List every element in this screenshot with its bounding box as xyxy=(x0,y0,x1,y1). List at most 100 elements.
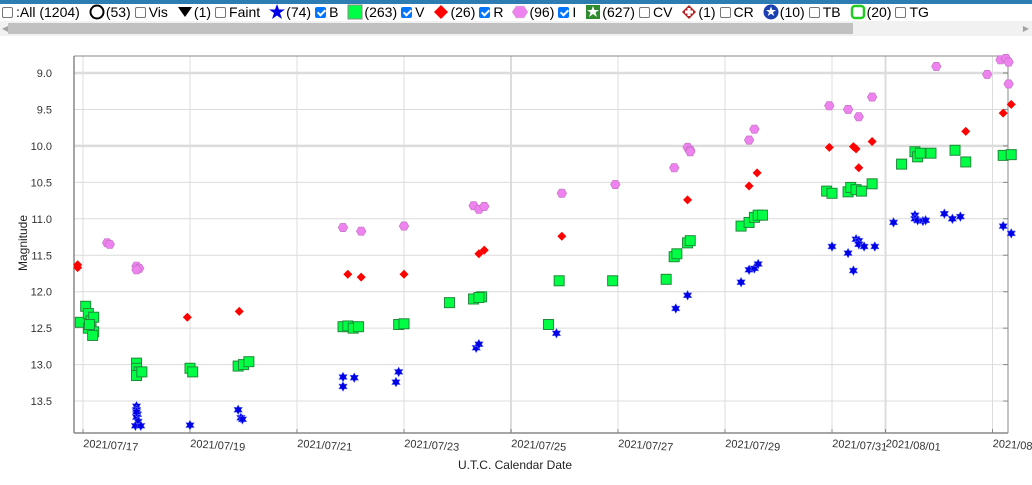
checkbox-faint[interactable] xyxy=(215,6,227,18)
data-point-v[interactable] xyxy=(473,292,485,304)
data-point-b[interactable] xyxy=(920,214,931,226)
data-point-b[interactable] xyxy=(185,419,195,431)
scroll-thumb[interactable] xyxy=(8,23,853,34)
data-point-v[interactable] xyxy=(1005,149,1017,161)
checkbox-cr[interactable] xyxy=(719,6,731,18)
checkbox-tb[interactable] xyxy=(808,6,820,18)
data-point-v[interactable] xyxy=(914,147,926,159)
data-point-v[interactable] xyxy=(960,156,972,168)
data-point-r[interactable] xyxy=(557,231,567,241)
data-point-v[interactable] xyxy=(826,187,838,199)
scroll-right-arrow-icon[interactable]: ▶ xyxy=(1022,24,1029,33)
data-point-v[interactable] xyxy=(949,144,961,156)
data-point-i[interactable] xyxy=(982,70,993,79)
data-point-i[interactable] xyxy=(685,147,696,157)
data-point-r[interactable] xyxy=(356,272,366,282)
checkbox-cv[interactable] xyxy=(638,6,650,18)
data-point-i[interactable] xyxy=(743,135,755,145)
data-point-v[interactable] xyxy=(855,185,867,197)
data-point-b[interactable] xyxy=(338,371,348,383)
checkbox-v[interactable] xyxy=(401,6,413,18)
data-point-b[interactable] xyxy=(474,338,484,350)
data-point-b[interactable] xyxy=(736,276,746,288)
data-point-i[interactable] xyxy=(824,101,835,111)
data-point-b[interactable] xyxy=(843,247,853,259)
data-point-i[interactable] xyxy=(356,226,367,236)
data-point-v[interactable] xyxy=(87,329,99,341)
data-point-v[interactable] xyxy=(136,366,148,378)
data-point-r[interactable] xyxy=(479,245,489,255)
data-point-b[interactable] xyxy=(998,220,1008,232)
data-point-b[interactable] xyxy=(827,240,837,253)
data-point-v[interactable] xyxy=(607,275,619,287)
data-point-b[interactable] xyxy=(753,258,763,270)
data-point-v[interactable] xyxy=(398,318,410,330)
data-point-i[interactable] xyxy=(104,239,115,249)
scroll-left-arrow-icon[interactable]: ◀ xyxy=(2,24,9,33)
data-point-i[interactable] xyxy=(479,202,490,211)
data-point-r[interactable] xyxy=(343,269,353,279)
data-point-r[interactable] xyxy=(961,126,971,136)
data-point-b[interactable] xyxy=(338,380,348,393)
data-point-i[interactable] xyxy=(398,221,410,231)
data-point-i[interactable] xyxy=(866,92,878,102)
checkbox-i[interactable] xyxy=(558,6,570,18)
data-point-i[interactable] xyxy=(337,223,349,232)
horizontal-scrollbar[interactable]: ◀ ▶ xyxy=(0,21,1032,36)
data-point-r[interactable] xyxy=(854,163,864,173)
data-point-b[interactable] xyxy=(551,327,562,339)
data-point-v[interactable] xyxy=(443,297,455,309)
data-point-b[interactable] xyxy=(135,420,146,432)
data-point-v[interactable] xyxy=(542,319,554,331)
checkbox-b[interactable] xyxy=(315,6,327,18)
data-point-v[interactable] xyxy=(925,147,937,159)
data-point-r[interactable] xyxy=(1006,99,1016,109)
data-point-i[interactable] xyxy=(931,61,942,71)
data-point-r[interactable] xyxy=(744,181,754,191)
data-point-i[interactable] xyxy=(556,188,567,198)
data-point-r[interactable] xyxy=(867,137,877,147)
data-point-b[interactable] xyxy=(853,238,864,250)
data-point-b[interactable] xyxy=(859,240,869,253)
checkbox-vis[interactable] xyxy=(134,6,146,18)
data-point-v[interactable] xyxy=(756,209,768,221)
data-point-b[interactable] xyxy=(955,211,966,223)
data-point-b[interactable] xyxy=(131,406,142,418)
checkbox-all[interactable] xyxy=(2,6,13,18)
data-point-b[interactable] xyxy=(233,404,243,416)
data-point-b[interactable] xyxy=(349,372,360,384)
data-point-i[interactable] xyxy=(853,112,864,122)
data-point-r[interactable] xyxy=(399,269,409,279)
data-point-v[interactable] xyxy=(671,248,683,260)
data-point-i[interactable] xyxy=(749,124,760,134)
data-point-r[interactable] xyxy=(824,142,834,152)
data-point-b[interactable] xyxy=(393,366,404,378)
checkbox-r[interactable] xyxy=(479,6,491,18)
data-point-r[interactable] xyxy=(73,263,83,273)
data-point-i[interactable] xyxy=(669,163,680,173)
data-point-b[interactable] xyxy=(848,265,859,277)
data-point-i[interactable] xyxy=(1003,79,1014,89)
data-point-i[interactable] xyxy=(1003,57,1014,67)
data-point-b[interactable] xyxy=(939,208,950,220)
data-point-b[interactable] xyxy=(947,213,958,225)
data-point-r[interactable] xyxy=(234,306,244,316)
data-point-i[interactable] xyxy=(842,105,854,114)
data-point-v[interactable] xyxy=(553,275,565,287)
data-point-b[interactable] xyxy=(391,376,401,388)
data-point-b[interactable] xyxy=(1006,227,1017,239)
data-point-r[interactable] xyxy=(683,195,693,205)
data-point-b[interactable] xyxy=(237,413,248,425)
data-point-v[interactable] xyxy=(243,356,255,368)
checkbox-tg[interactable] xyxy=(895,6,907,18)
data-point-i[interactable] xyxy=(131,265,142,275)
data-point-v[interactable] xyxy=(684,235,696,247)
data-point-r[interactable] xyxy=(182,312,192,322)
data-point-r[interactable] xyxy=(998,108,1008,118)
data-point-v[interactable] xyxy=(187,366,199,378)
data-point-v[interactable] xyxy=(660,273,672,285)
data-point-v[interactable] xyxy=(353,321,365,333)
data-point-v[interactable] xyxy=(866,178,878,190)
data-point-v[interactable] xyxy=(83,319,95,331)
data-point-r[interactable] xyxy=(752,168,762,178)
